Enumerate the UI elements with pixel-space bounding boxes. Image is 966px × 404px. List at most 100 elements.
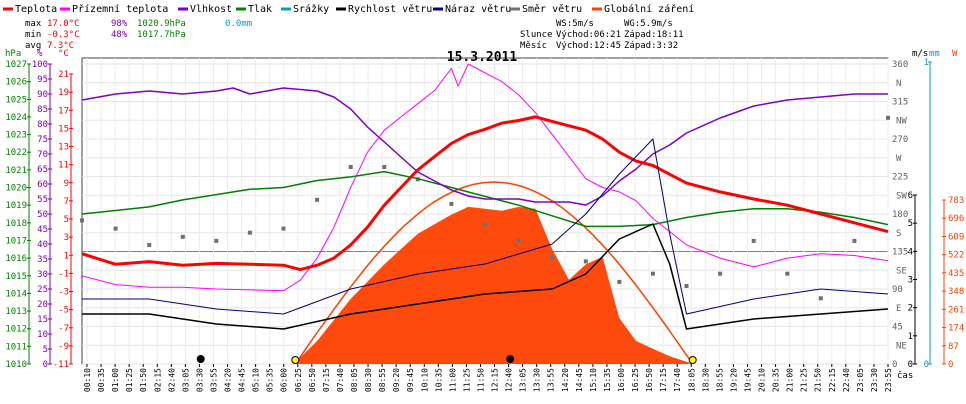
series-teplota [81, 115, 889, 272]
axis-unit-pressure: hPa [5, 49, 21, 59]
axis-direction-tick-label: 180 [892, 210, 908, 220]
radiation-clear-sky-curve [294, 181, 694, 365]
x-axis-tick-label: 17:40 [673, 368, 682, 392]
legend-smer-vetru: Směr větru [522, 3, 582, 15]
axis-temperature-tick-label: -11 [53, 360, 69, 370]
axis-pressure-tick-label: 1018 [5, 219, 27, 229]
axis-direction-tick-label: SE [896, 266, 907, 276]
axis-temperature-tick-label: 13 [58, 143, 69, 153]
axis-pressure-tick-label: 1019 [5, 201, 27, 211]
x-axis-tick-label: 04:45 [238, 368, 247, 392]
series-rychlost-vetru [82, 223, 889, 330]
x-axis-tick-label: 20:10 [758, 368, 767, 392]
axis-radiation-tick-label: 783 [948, 196, 964, 206]
legend: Teplota Přízemní teplota Vlhkost Tlak Sr… [3, 3, 694, 15]
axis-humidity-tick-label: 50 [37, 210, 48, 220]
axis-pressure-tick-label: 1017 [5, 237, 27, 247]
axis-wind-tick-label: 0 [908, 360, 913, 370]
axis-direction-tick-label: E [896, 304, 901, 314]
axis-humidity-tick-label: 10 [37, 330, 48, 340]
wind-ws: WS:5m/s [556, 19, 594, 29]
axis-direction-tick-label: NE [896, 341, 907, 351]
point-smer-vetru [718, 271, 723, 276]
axis-temperature-tick-label: 3 [64, 233, 69, 243]
x-axis-tick-label: 12:15 [491, 368, 500, 392]
axis-wind-tick-label: 4 [908, 247, 913, 257]
axis-pressure-tick-label: 1010 [5, 360, 27, 370]
axis-radiation-tick-label: 348 [948, 287, 964, 297]
x-axis-tick-label: 22:40 [842, 368, 851, 392]
x-axis-tick-label: 16:50 [645, 368, 654, 392]
x-axis-tick-label: 14:45 [575, 368, 584, 392]
moon-rise: Východ:12:45 [556, 41, 621, 51]
axis-direction-tick-label: N [896, 79, 901, 89]
axis-direction-tick-label: 45 [892, 323, 903, 333]
axis-direction-tick-label: 315 [892, 98, 908, 108]
axis-pressure-tick-label: 1026 [5, 78, 27, 88]
axis-pressure-tick-label: 1012 [5, 325, 27, 335]
axis-wind-tick-label: 6 [908, 191, 913, 201]
point-smer-vetru [617, 279, 622, 284]
axis-pressure-tick-label: 1025 [5, 95, 27, 105]
axis-wind-tick-label: 3 [908, 276, 913, 286]
sun-label: Slunce [520, 30, 553, 40]
point-smer-vetru [751, 238, 756, 243]
x-axis-tick-label: 00:35 [97, 368, 106, 392]
stats-max-label: max [25, 19, 42, 29]
sun-set: Západ:18:11 [624, 30, 684, 40]
axis-temperature-tick-label: 11 [58, 161, 69, 171]
x-axis-tick-label: 21:25 [800, 368, 809, 392]
legend-rychlost-vetru: Rychlost větru [348, 3, 432, 15]
point-smer-vetru [147, 243, 152, 247]
x-axis-tick-label: 03:05 [181, 368, 190, 392]
x-axis-tick-label: 17:15 [659, 368, 668, 392]
axis-direction-tick-label: S [896, 229, 901, 239]
sun-marker [291, 356, 300, 364]
series-naraz-vetru [82, 138, 889, 315]
axis-direction-tick-label: 90 [892, 285, 903, 295]
moon-set: Západ:3:32 [624, 41, 678, 51]
point-smer-vetru [886, 115, 890, 120]
axis-humidity-tick-label: 0 [43, 360, 48, 370]
point-smer-vetru [583, 259, 588, 264]
axes-layer: 1027102610251024102310221021102010191018… [5, 58, 964, 392]
axis-direction-tick-label: W [896, 154, 902, 164]
axis-humidity-tick-label: 45 [37, 225, 48, 235]
moon-marker [196, 355, 205, 363]
point-smer-vetru [113, 226, 118, 231]
axis-rain-tick-label: 1 [924, 58, 929, 68]
x-axis-tick-label: 01:00 [111, 368, 120, 392]
axis-unit-rain: mm [929, 49, 940, 59]
moon-label: Měsíc [520, 41, 547, 51]
x-axis-tick-label: 13:30 [533, 368, 542, 392]
axis-humidity-tick-label: 100 [32, 60, 48, 70]
axis-unit-temperature: °C [58, 49, 69, 59]
axis-direction-tick-label: 135 [892, 248, 908, 258]
axis-radiation-tick-label: 174 [948, 324, 964, 334]
stats-min-label: min [25, 30, 41, 40]
axis-direction-tick-label: NW [896, 116, 907, 126]
axis-radiation-tick-label: 435 [948, 269, 964, 279]
x-axis-tick-label: 11:50 [476, 368, 485, 392]
x-axis-tick-label: 15:10 [589, 368, 598, 392]
legend-prizemni-teplota: Přízemní teplota [72, 3, 168, 15]
series-vlhkost [81, 87, 888, 206]
axis-direction-tick-label: SW [896, 191, 907, 201]
x-axis-tick-label: 19:45 [743, 368, 752, 392]
x-axis-tick-label: 05:35 [266, 368, 275, 392]
point-smer-vetru [315, 197, 320, 202]
x-axis-tick-label: 22:15 [828, 368, 837, 392]
x-axis-tick-label: 08:05 [350, 368, 359, 392]
axis-humidity-tick-label: 15 [37, 315, 48, 325]
x-axis-tick-label: 08:55 [378, 368, 387, 392]
axis-wind-tick-label: 1 [908, 332, 913, 342]
point-smer-vetru [348, 165, 353, 169]
x-axis-tick-label: 18:55 [715, 368, 724, 392]
point-smer-vetru [650, 271, 655, 276]
axis-humidity-tick-label: 30 [37, 270, 48, 280]
x-axis-tick-label: 11:25 [462, 368, 471, 392]
stats-avg-label: avg [25, 41, 41, 51]
x-axis-tick-label: 02:15 [153, 368, 162, 392]
